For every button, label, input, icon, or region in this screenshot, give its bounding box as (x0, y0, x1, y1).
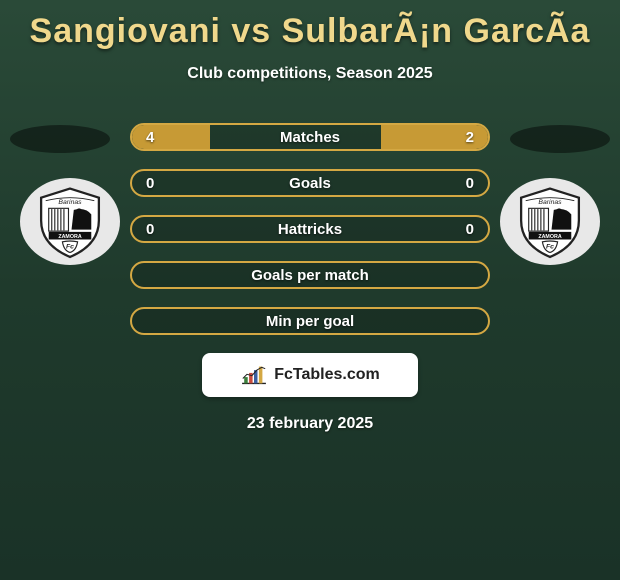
stat-row: 0Hattricks0 (130, 215, 490, 243)
stats-container: 4Matches20Goals00Hattricks0Goals per mat… (0, 123, 620, 335)
stat-label: Goals per match (132, 267, 488, 284)
stat-value-right: 0 (466, 221, 474, 238)
chart-icon (240, 364, 268, 386)
stat-row: 4Matches2 (130, 123, 490, 151)
brand-text: FcTables.com (274, 366, 380, 384)
footer-date: 23 february 2025 (0, 415, 620, 433)
stat-label: Min per goal (132, 313, 488, 330)
stat-value-right: 2 (466, 129, 474, 146)
stat-row: 0Goals0 (130, 169, 490, 197)
page-title: Sangiovani vs SulbarÃ¡n GarcÃ­a (0, 0, 620, 51)
page-subtitle: Club competitions, Season 2025 (0, 65, 620, 83)
brand-badge[interactable]: FcTables.com (202, 353, 418, 397)
stat-label: Matches (132, 129, 488, 146)
stat-value-right: 0 (466, 175, 474, 192)
stat-row: Goals per match (130, 261, 490, 289)
stat-row: Min per goal (130, 307, 490, 335)
stat-label: Goals (132, 175, 488, 192)
stat-label: Hattricks (132, 221, 488, 238)
